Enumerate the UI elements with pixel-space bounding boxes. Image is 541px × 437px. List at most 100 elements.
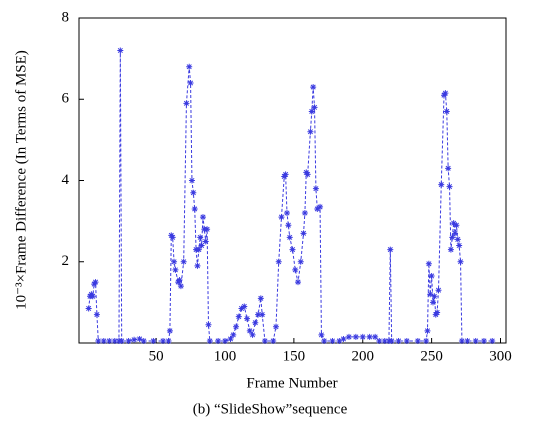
data-line [88, 50, 493, 342]
data-marker [166, 327, 173, 334]
data-marker [235, 313, 242, 320]
data-marker [241, 303, 248, 310]
data-marker [457, 258, 464, 265]
data-marker [435, 287, 442, 294]
data-marker [425, 260, 432, 267]
data-marker [446, 183, 453, 190]
x-tick-label: 200 [351, 348, 374, 364]
data-marker [199, 214, 206, 221]
data-marker [489, 337, 496, 344]
data-marker [106, 337, 113, 344]
data-marker [190, 189, 197, 196]
data-marker [395, 337, 402, 344]
data-marker [297, 258, 304, 265]
data-marker [197, 234, 204, 241]
x-axis-label: Frame Number [246, 375, 337, 391]
data-marker [191, 205, 198, 212]
data-marker [442, 90, 449, 97]
data-marker [366, 333, 373, 340]
data-marker [301, 210, 308, 216]
data-marker [438, 181, 445, 188]
data-marker [447, 246, 454, 253]
y-tick-label: 8 [62, 9, 70, 25]
data-marker [125, 337, 132, 344]
data-marker [449, 234, 456, 241]
data-marker [311, 104, 318, 111]
data-marker [443, 108, 450, 115]
data-marker [230, 331, 237, 338]
data-marker [424, 327, 431, 334]
data-marker [336, 337, 343, 344]
data-marker [85, 305, 92, 312]
data-marker [249, 331, 256, 338]
data-marker [423, 337, 430, 344]
data-marker [450, 220, 457, 227]
data-marker [308, 108, 315, 115]
data-marker [345, 333, 352, 340]
data-marker [270, 337, 277, 344]
data-marker [117, 47, 124, 54]
data-marker [222, 337, 229, 344]
data-marker [480, 337, 487, 344]
data-marker [453, 222, 460, 229]
y-tick-label: 2 [62, 253, 70, 269]
data-marker [427, 291, 434, 298]
data-marker [381, 337, 388, 344]
data-marker [255, 311, 262, 318]
data-marker [456, 242, 463, 249]
data-marker [289, 246, 296, 253]
data-marker [131, 336, 138, 343]
data-marker [169, 234, 176, 241]
data-marker [403, 337, 410, 344]
data-marker [246, 327, 253, 334]
data-marker [238, 305, 245, 312]
data-marker [295, 279, 302, 286]
data-marker [252, 319, 259, 326]
data-marker [414, 337, 421, 344]
data-marker [187, 80, 194, 86]
data-marker [205, 321, 212, 328]
caption: (b) “SlideShow”sequence [193, 401, 348, 417]
data-marker [464, 337, 471, 344]
plot-frame [78, 17, 507, 344]
data-marker [454, 236, 461, 243]
x-tick-label: 50 [149, 348, 164, 364]
data-marker [150, 337, 157, 344]
data-marker [172, 266, 179, 273]
data-marker [186, 63, 193, 70]
data-marker [292, 266, 299, 273]
data-marker [259, 311, 266, 318]
data-marker [272, 323, 279, 330]
data-marker [227, 335, 234, 342]
data-marker [278, 214, 285, 221]
data-marker [93, 311, 100, 318]
data-marker [314, 205, 321, 212]
data-marker [92, 279, 99, 286]
data-marker [261, 337, 268, 344]
data-marker [283, 210, 290, 216]
data-marker [312, 185, 319, 192]
data-marker [329, 337, 336, 344]
data-marker [321, 337, 328, 344]
data-marker [215, 337, 222, 344]
data-marker [171, 258, 178, 265]
data-marker [183, 100, 190, 107]
data-marker [111, 337, 118, 344]
data-marker [359, 333, 366, 340]
data-marker [458, 337, 465, 344]
data-marker [310, 84, 317, 91]
data-marker [340, 335, 347, 342]
y-tick-label: 6 [62, 91, 70, 107]
data-marker [282, 171, 289, 178]
data-marker [160, 337, 167, 344]
data-marker [204, 226, 211, 233]
y-tick-label: 4 [62, 172, 70, 188]
data-marker [318, 331, 325, 338]
data-marker [300, 230, 307, 237]
data-marker [286, 234, 293, 241]
data-marker [180, 258, 187, 265]
data-marker [95, 337, 102, 344]
data-marker [165, 337, 172, 344]
data-marker [89, 293, 96, 300]
